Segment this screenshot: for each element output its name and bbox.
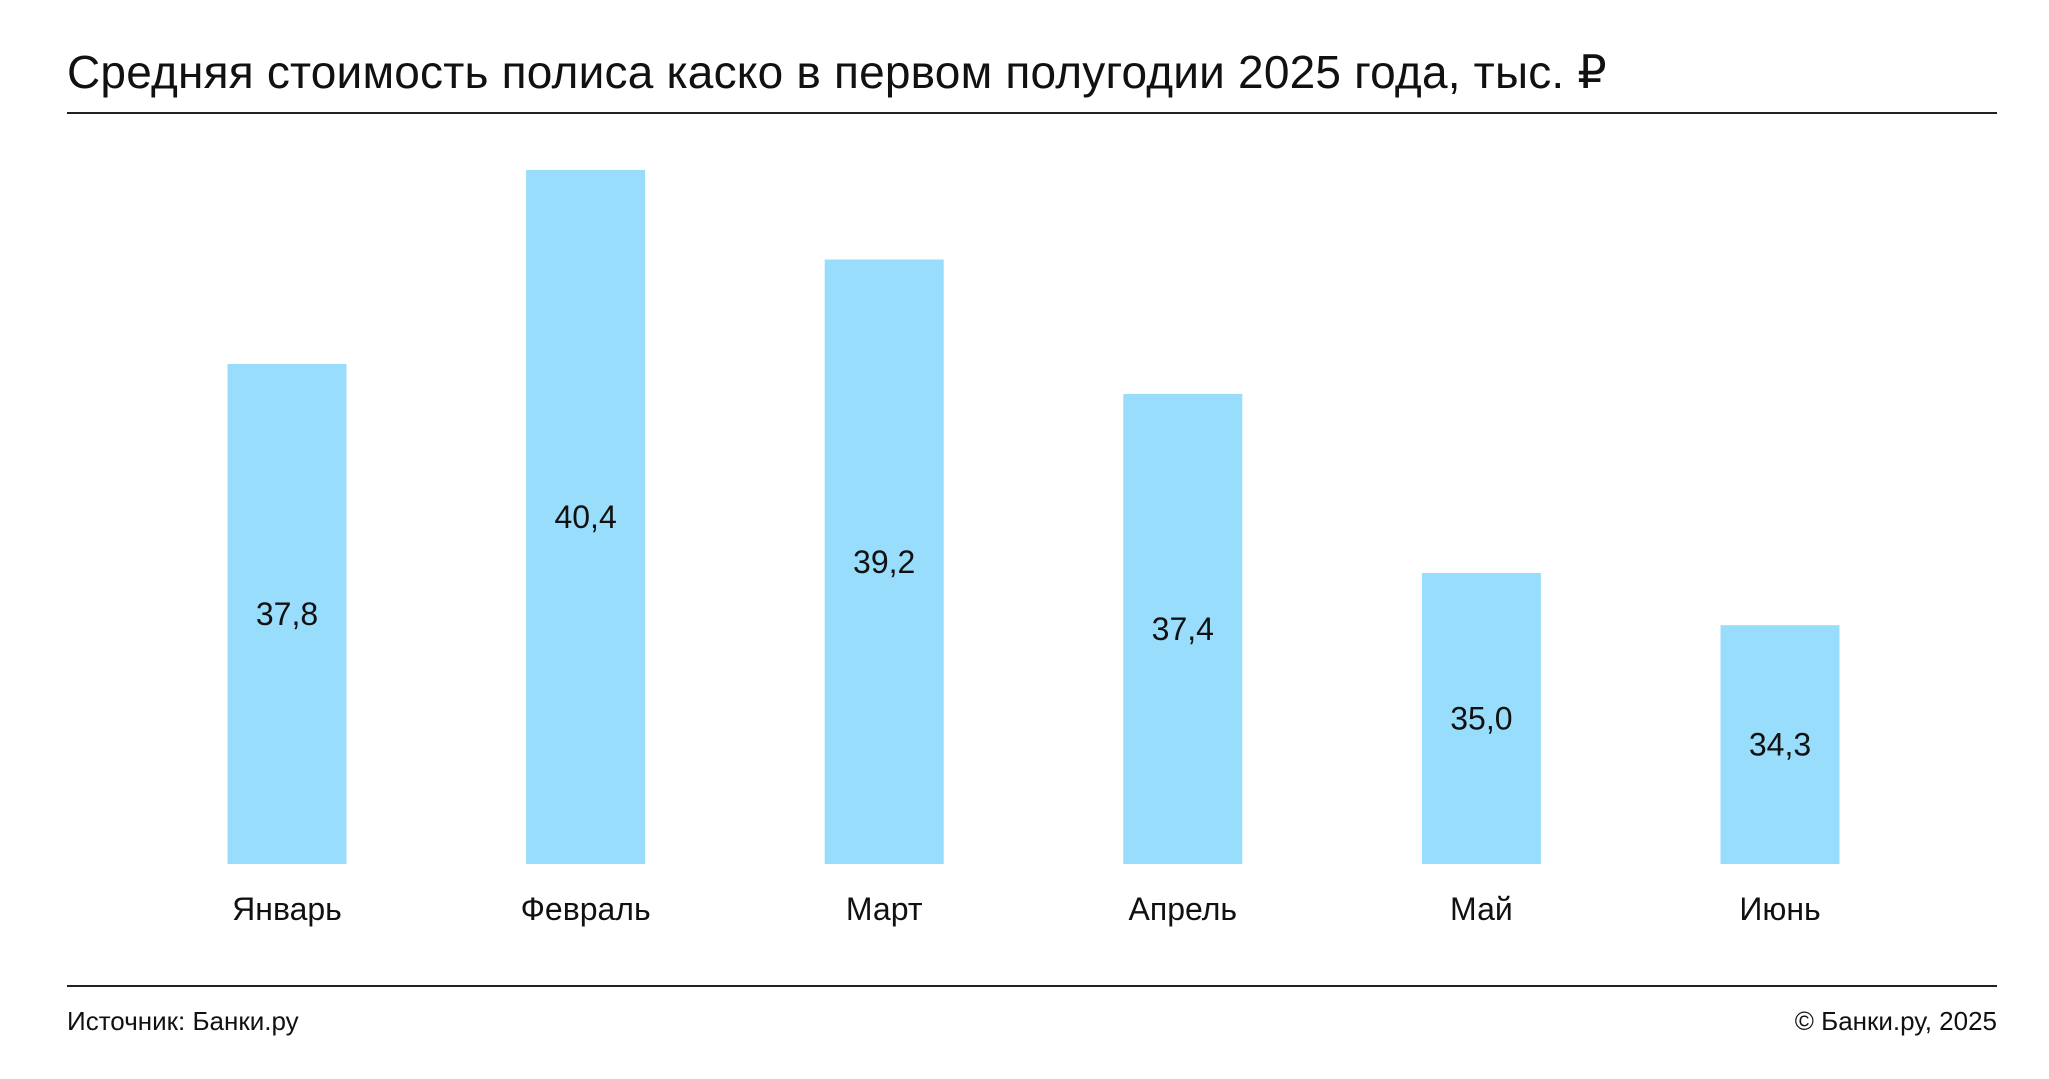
bar-value-label: 37,8 xyxy=(256,596,318,632)
bar-value-label: 37,4 xyxy=(1152,611,1214,647)
title-divider xyxy=(67,112,1997,114)
category-label: Март xyxy=(846,891,923,927)
bar-3 xyxy=(824,259,944,864)
category-label: Февраль xyxy=(521,891,651,927)
bar-value-label: 34,3 xyxy=(1749,727,1811,763)
category-label: Май xyxy=(1450,891,1513,927)
bar-value-label: 40,4 xyxy=(554,499,616,535)
source-note: Источник: Банки.ру xyxy=(67,1006,299,1036)
bar-value-label: 35,0 xyxy=(1450,701,1512,737)
category-label: Январь xyxy=(232,891,342,927)
category-label: Июнь xyxy=(1739,891,1820,927)
bar-1 xyxy=(227,364,347,864)
bar-4 xyxy=(1123,393,1243,864)
bar-5 xyxy=(1421,573,1541,864)
bar-value-label: 39,2 xyxy=(853,544,915,580)
bar-2 xyxy=(526,170,646,864)
bar-6 xyxy=(1720,625,1840,864)
chart-title: Средняя стоимость полиса каско в первом … xyxy=(67,46,1607,98)
category-label: Апрель xyxy=(1129,891,1238,927)
footer-divider xyxy=(67,985,1997,987)
copyright-note: © Банки.ру, 2025 xyxy=(1794,1006,1997,1036)
